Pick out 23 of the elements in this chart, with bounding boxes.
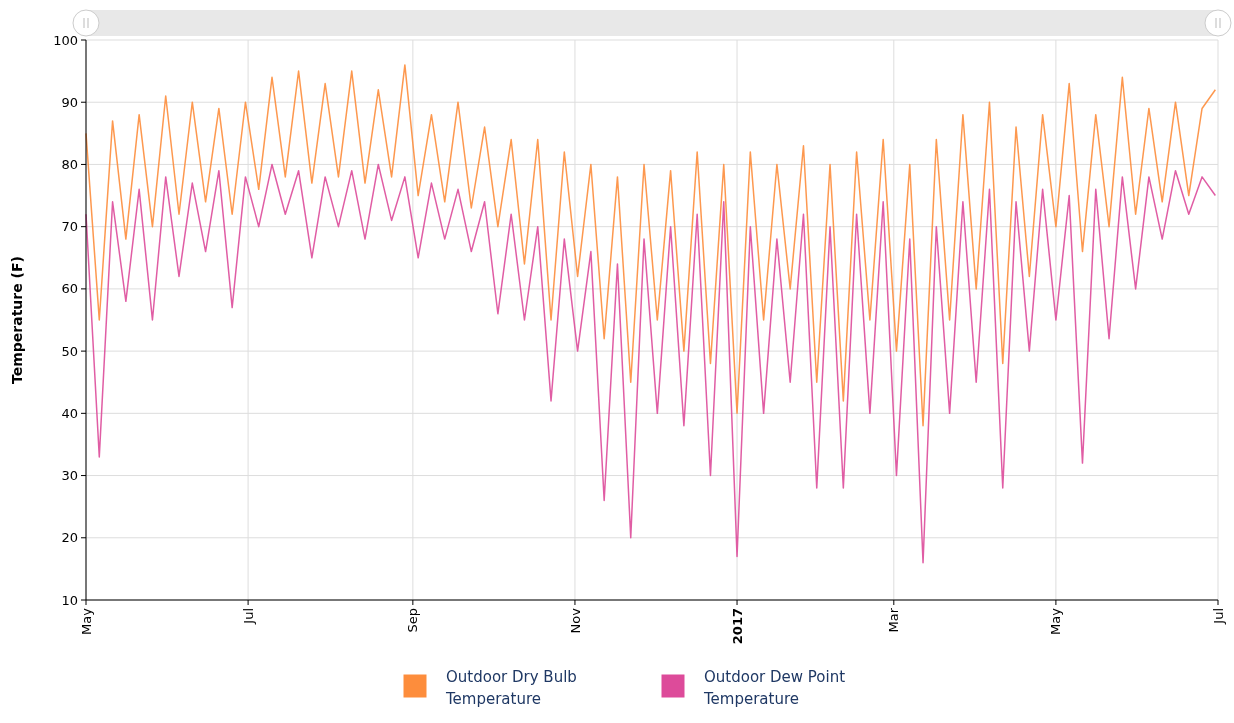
y-tick-label: 90 — [61, 94, 78, 110]
x-tick-label: May — [78, 607, 94, 635]
y-tick-label: 70 — [61, 219, 78, 235]
legend-label: Outdoor Dew Point Temperature — [703, 668, 846, 708]
line-series — [85, 163, 1217, 564]
y-tick-label: 10 — [61, 592, 78, 608]
x-tick-label: Nov — [567, 607, 583, 634]
line-series — [85, 64, 1217, 427]
y-tick-label: 100 — [53, 32, 78, 48]
y-tick-label: 20 — [61, 530, 78, 546]
y-tick-label: 30 — [61, 468, 78, 484]
y-axis-title: Temperature (F) — [9, 256, 25, 384]
y-tick-label: 50 — [61, 343, 78, 359]
x-tick-label: Jul — [1210, 608, 1226, 625]
x-tick-label: Jul — [240, 608, 256, 625]
x-tick-label: Mar — [886, 607, 902, 633]
y-tick-label: 40 — [61, 405, 78, 421]
y-tick-label: 60 — [61, 281, 78, 297]
legend-label: Outdoor Dry Bulb Temperature — [445, 668, 577, 708]
x-tick-label: May — [1048, 607, 1064, 635]
y-tick-label: 80 — [61, 156, 78, 172]
x-tick-label: 2017 — [729, 608, 745, 645]
x-tick-label: Sep — [405, 608, 421, 633]
